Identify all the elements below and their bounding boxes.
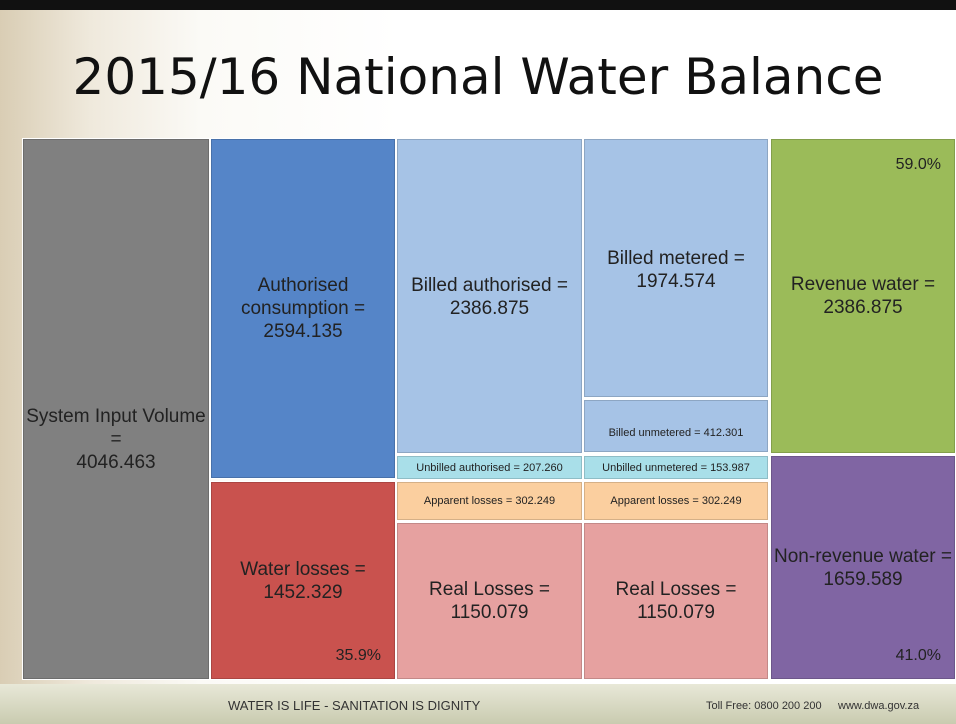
box-label: Billed authorised =: [411, 275, 568, 296]
box-label: 1659.589: [823, 568, 903, 590]
percent-label: 35.9%: [335, 647, 381, 664]
billed-authorised: Billed authorised = 2386.875: [396, 138, 583, 454]
percent-label: 59.0%: [895, 156, 941, 173]
unbilled-authorised: Unbilled authorised = 207.260: [396, 455, 583, 480]
water-losses: Water losses = 1452.329 35.9%: [210, 481, 396, 680]
box-label: Apparent losses = 302.249: [423, 495, 556, 507]
title: 2015/16 National Water Balance: [72, 48, 884, 106]
motto: WATER IS LIFE - SANITATION IS DIGNITY: [228, 698, 481, 713]
box-label: Non-revenue water =: [774, 545, 952, 567]
box-label: 4046.463: [76, 451, 156, 473]
box-label: Billed unmetered = 412.301: [608, 427, 744, 439]
box-label: 1974.574: [636, 271, 716, 292]
revenue-water: Revenue water = 2386.875 59.0%: [770, 138, 956, 454]
non-revenue-water: Non-revenue water = 1659.589 41.0%: [770, 455, 956, 680]
unbilled-unmetered: Unbilled unmetered = 153.987: [583, 455, 769, 480]
real-losses: Real Losses = 1150.079: [583, 522, 769, 680]
box-label: 1150.079: [637, 602, 715, 623]
box-label: System Input Volume =: [26, 405, 206, 450]
apparent-losses: Apparent losses = 302.249: [583, 481, 769, 521]
box-label: 2594.135: [263, 321, 343, 342]
box-label: Water losses =: [240, 558, 366, 580]
box-label: 1452.329: [263, 581, 343, 603]
phone: Toll Free: 0800 200 200: [706, 700, 822, 712]
box-label: Unbilled unmetered = 153.987: [602, 461, 750, 474]
box-label: Real Losses =: [615, 579, 737, 600]
top-bar: [0, 0, 956, 10]
real-losses: Real Losses = 1150.079: [396, 522, 583, 680]
billed-unmetered: Billed unmetered = 412.301: [583, 399, 769, 453]
box-label: Authorised: [257, 275, 349, 296]
box-label: 2386.875: [823, 297, 903, 318]
website: www.dwa.gov.za: [838, 700, 920, 712]
apparent-losses: Apparent losses = 302.249: [396, 481, 583, 521]
box-label: Apparent losses = 302.249: [610, 495, 742, 507]
box-label: Billed metered =: [607, 248, 745, 269]
box-label: 1150.079: [450, 602, 529, 623]
box-label: Unbilled authorised = 207.260: [416, 461, 563, 474]
authorised-consumption: Authorised consumption = 2594.135: [210, 138, 396, 479]
billed-metered: Billed metered = 1974.574: [583, 138, 769, 398]
footer: WATER IS LIFE - SANITATION IS DIGNITY To…: [0, 684, 956, 724]
box-label: Revenue water =: [790, 274, 936, 295]
percent-label: 41.0%: [895, 647, 941, 664]
box-label: 2386.875: [449, 298, 530, 319]
box-label: Real Losses =: [429, 579, 550, 600]
system-input: System Input Volume = 4046.463: [22, 138, 210, 680]
box-label: consumption =: [240, 298, 366, 319]
